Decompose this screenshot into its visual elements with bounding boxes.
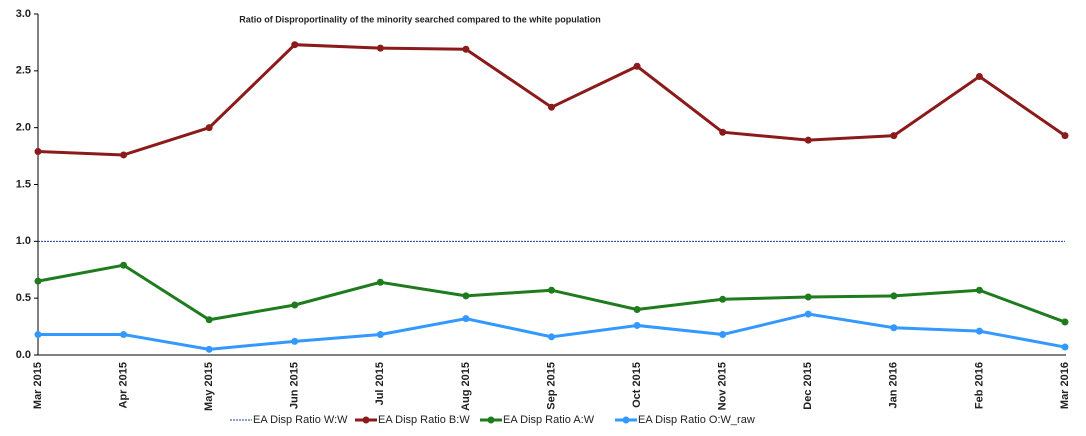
data-point	[376, 44, 384, 52]
data-point	[633, 321, 641, 329]
data-point	[804, 136, 812, 144]
data-point	[291, 337, 299, 345]
data-point	[719, 331, 727, 339]
x-tick-label: Aug 2015	[460, 362, 472, 411]
data-point	[120, 151, 128, 159]
data-point	[804, 310, 812, 318]
data-point	[1061, 343, 1069, 351]
y-tick-label: 0.5	[16, 292, 31, 304]
data-point	[890, 292, 898, 300]
x-tick-label: Mar 2015	[32, 362, 44, 409]
y-tick-label: 1.5	[16, 178, 31, 190]
data-point	[804, 293, 812, 301]
chart-title: Ratio of Disproportinality of the minori…	[239, 14, 601, 24]
x-tick-label: Jan 2016	[888, 362, 900, 408]
data-point	[890, 324, 898, 332]
data-point	[291, 301, 299, 309]
legend-label: EA Disp Ratio B:W	[378, 414, 470, 426]
data-point	[34, 148, 42, 156]
data-point	[34, 277, 42, 285]
legend-label: EA Disp Ratio W:W	[253, 414, 348, 426]
legend-marker	[362, 416, 370, 424]
series-line	[37, 43, 1066, 157]
legend-marker	[622, 416, 630, 424]
data-point	[890, 132, 898, 140]
data-point	[120, 261, 128, 269]
x-tick-label: Oct 2015	[631, 362, 643, 408]
data-point	[376, 278, 384, 286]
legend-marker	[487, 416, 495, 424]
y-tick-label: 2.0	[16, 122, 31, 134]
x-tick-label: Jul 2015	[374, 362, 386, 405]
data-point	[633, 62, 641, 70]
x-tick-label: Jun 2015	[289, 362, 301, 409]
data-point	[975, 73, 983, 81]
data-point	[34, 331, 42, 339]
y-tick-label: 1.0	[16, 235, 31, 247]
x-tick-label: Feb 2016	[973, 362, 985, 409]
series-line	[38, 312, 1066, 351]
data-point	[205, 345, 213, 353]
y-tick-label: 2.5	[16, 65, 31, 77]
data-point	[719, 128, 727, 136]
data-point	[205, 316, 213, 324]
x-tick-label: Apr 2015	[117, 362, 129, 408]
data-point	[376, 331, 384, 339]
data-point	[548, 103, 555, 111]
data-point	[462, 45, 470, 53]
x-tick-label: May 2015	[203, 362, 215, 411]
data-point	[291, 41, 299, 49]
data-point	[975, 327, 983, 335]
data-point	[462, 315, 470, 323]
data-point	[205, 124, 213, 132]
data-point	[120, 331, 128, 339]
data-point	[719, 295, 727, 303]
x-tick-label: Mar 2016	[1059, 362, 1071, 409]
y-tick-label: 3.0	[16, 8, 31, 20]
legend-label: EA Disp Ratio A:W	[503, 414, 595, 426]
data-point	[1061, 132, 1069, 140]
data-point	[1061, 318, 1069, 326]
x-tick-label: Nov 2015	[717, 362, 729, 410]
data-point	[633, 306, 641, 314]
legend-label: EA Disp Ratio O:W_raw	[638, 414, 755, 426]
data-point	[462, 292, 470, 300]
x-tick-label: Sep 2015	[545, 362, 557, 410]
data-point	[975, 286, 983, 294]
data-point	[548, 333, 555, 341]
x-tick-label: Dec 2015	[802, 362, 814, 410]
y-tick-label: 0.0	[16, 349, 31, 361]
data-point	[548, 286, 555, 294]
